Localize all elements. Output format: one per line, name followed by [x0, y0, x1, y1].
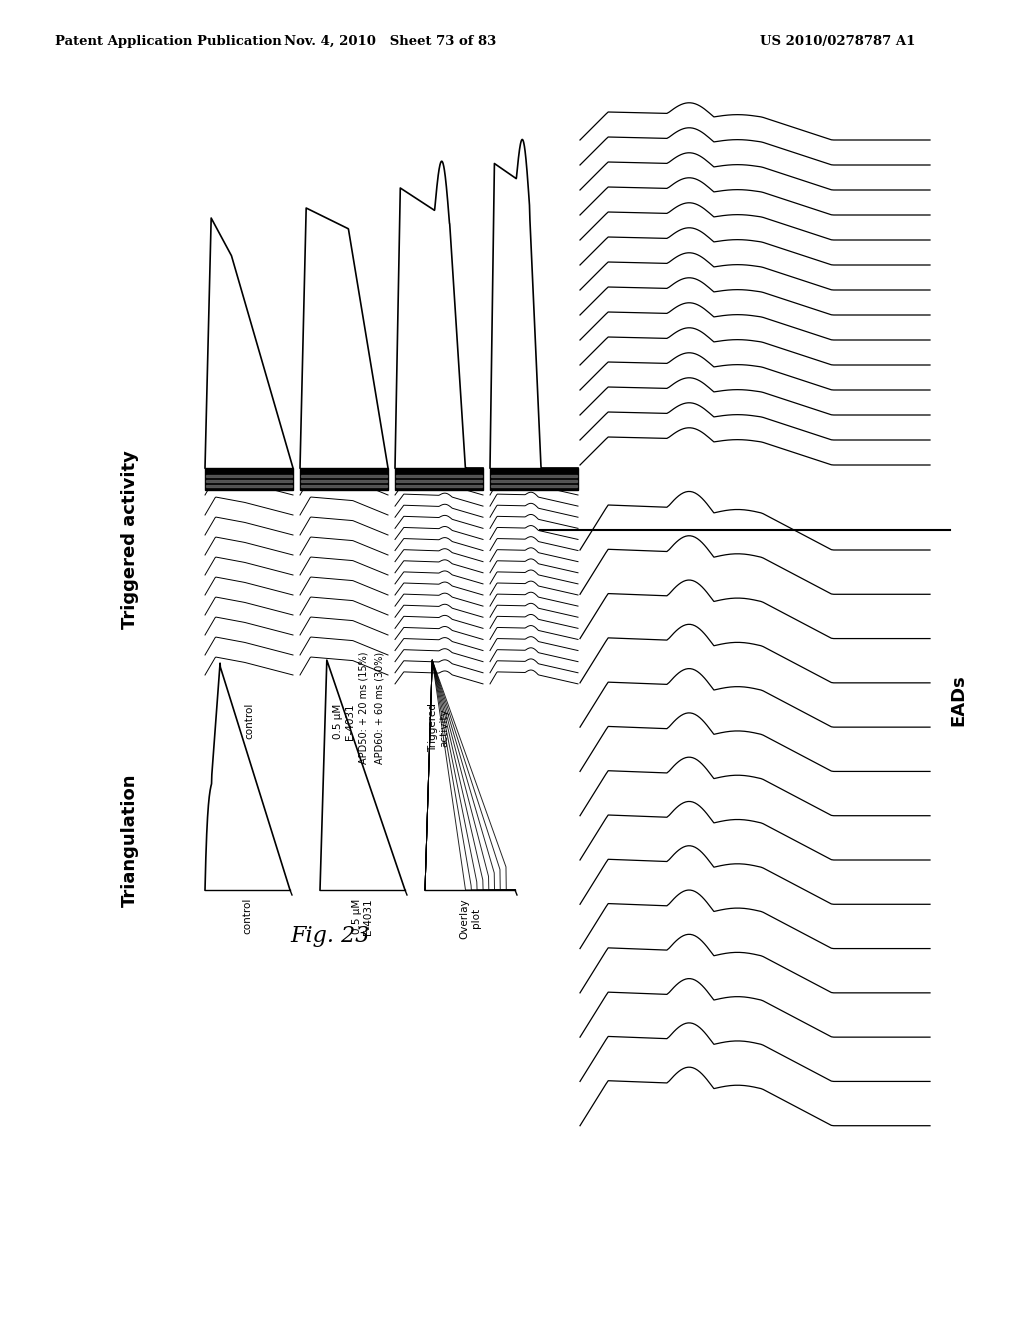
Text: Patent Application Publication: Patent Application Publication — [55, 36, 282, 48]
Text: US 2010/0278787 A1: US 2010/0278787 A1 — [760, 36, 915, 48]
Bar — [396, 480, 482, 482]
Bar — [396, 484, 482, 487]
Bar — [206, 480, 292, 482]
Text: control: control — [243, 898, 253, 935]
Bar — [301, 484, 387, 487]
Bar — [490, 484, 577, 487]
Text: 0.5 μM
E-4031: 0.5 μM E-4031 — [351, 898, 374, 935]
Bar — [205, 469, 293, 490]
Bar — [395, 469, 483, 490]
Bar — [206, 475, 292, 477]
Text: Nov. 4, 2010   Sheet 73 of 83: Nov. 4, 2010 Sheet 73 of 83 — [284, 36, 496, 48]
Text: APD50: + 20 ms (15%): APD50: + 20 ms (15%) — [358, 652, 368, 764]
Text: APD60: + 60 ms (30%): APD60: + 60 ms (30%) — [374, 652, 384, 764]
Text: Triangulation: Triangulation — [121, 774, 139, 907]
Bar — [396, 475, 482, 477]
Bar — [300, 469, 388, 490]
Bar — [490, 475, 577, 477]
Text: Triggered activity: Triggered activity — [121, 450, 139, 630]
Bar — [206, 484, 292, 487]
Bar — [490, 480, 577, 482]
Bar — [301, 480, 387, 482]
Text: EADs: EADs — [949, 675, 967, 726]
Bar — [490, 469, 578, 490]
Text: 0.5 μM
E-4031: 0.5 μM E-4031 — [333, 704, 354, 739]
Text: control: control — [244, 704, 254, 739]
Text: Overlay
plot: Overlay plot — [459, 898, 481, 939]
Text: Fig. 23: Fig. 23 — [291, 925, 370, 946]
Bar — [301, 475, 387, 477]
Text: Triggered
activity: Triggered activity — [428, 704, 450, 752]
